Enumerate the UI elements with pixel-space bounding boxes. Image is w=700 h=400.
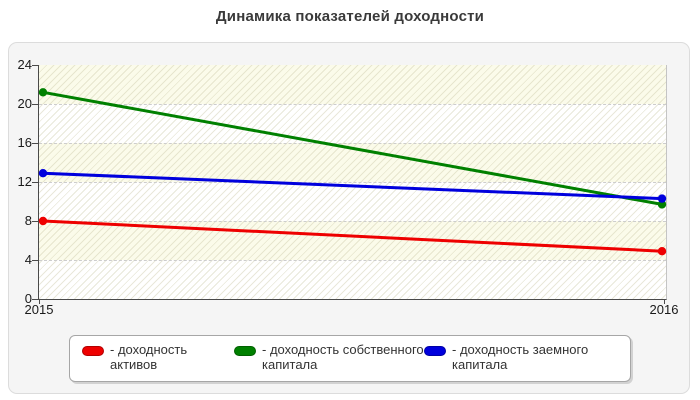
- legend-label: - доходность заемного капитала: [452, 342, 589, 372]
- y-tick-20: [32, 104, 38, 105]
- y-axis-label-24: 24: [17, 57, 32, 72]
- y-axis-label-12: 12: [17, 174, 32, 189]
- x-tick-2016: [664, 299, 665, 304]
- series-line: [41, 171, 664, 201]
- gridline-y-12: [39, 182, 666, 183]
- y-axis-label-8: 8: [24, 213, 32, 228]
- plot-area: [38, 65, 667, 300]
- legend-item: - доходность заемного капитала: [424, 342, 594, 373]
- data-point: [657, 247, 667, 256]
- legend-swatch-icon: [234, 346, 256, 356]
- legend-swatch-icon: [424, 346, 446, 356]
- chart-panel: - доходность активов - доходность собстве…: [8, 42, 690, 394]
- y-tick-24: [32, 65, 38, 66]
- y-axis-label-0: 0: [24, 291, 32, 306]
- legend: - доходность активов - доходность собстве…: [69, 335, 631, 382]
- data-point: [657, 200, 667, 209]
- gridline-y-8: [39, 221, 666, 222]
- y-axis-label-20: 20: [17, 96, 32, 111]
- x-tick-2015: [39, 299, 40, 304]
- legend-swatch-icon: [82, 346, 104, 356]
- data-point: [38, 216, 48, 226]
- legend-item: - доходность активов: [82, 342, 234, 373]
- gridline-y-20: [39, 104, 666, 105]
- data-point: [657, 194, 667, 203]
- chart-title: Динамика показателей доходности: [215, 8, 485, 25]
- x-axis-label-2016: 2016: [649, 302, 679, 317]
- legend-label: - доходность активов: [110, 342, 188, 372]
- legend-item: - доходность собственного капитала: [234, 342, 424, 373]
- y-tick-16: [32, 143, 38, 144]
- y-tick-12: [32, 182, 38, 183]
- legend-label: - доходность собственного капитала: [262, 342, 424, 372]
- series-line: [41, 219, 664, 253]
- series-line: [41, 90, 664, 206]
- chart-lines: [38, 88, 667, 256]
- y-tick-4: [32, 260, 38, 261]
- y-axis-label-4: 4: [24, 252, 32, 267]
- data-point: [38, 88, 48, 97]
- y-axis-label-16: 16: [17, 135, 32, 150]
- gridline-y-16: [39, 143, 666, 144]
- x-axis-label-2015: 2015: [24, 302, 54, 317]
- y-tick-0: [32, 299, 38, 300]
- y-tick-8: [32, 221, 38, 222]
- gridline-y-4: [39, 260, 666, 261]
- data-point: [38, 169, 48, 178]
